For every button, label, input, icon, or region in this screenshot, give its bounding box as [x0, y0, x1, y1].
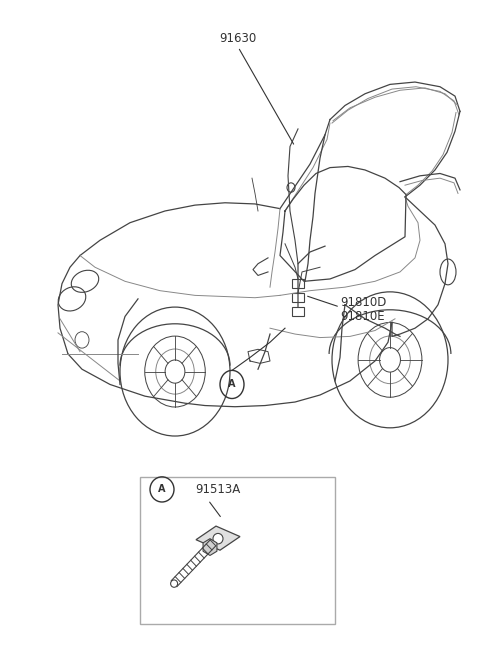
Text: 91630: 91630	[219, 31, 257, 45]
FancyBboxPatch shape	[140, 477, 335, 624]
FancyBboxPatch shape	[292, 293, 304, 303]
Polygon shape	[196, 526, 240, 550]
Text: A: A	[228, 379, 236, 390]
Circle shape	[213, 533, 223, 544]
Text: 91810E: 91810E	[340, 310, 384, 323]
Text: 91810D: 91810D	[340, 296, 386, 309]
Text: 91513A: 91513A	[195, 483, 240, 496]
FancyBboxPatch shape	[292, 307, 304, 316]
FancyBboxPatch shape	[292, 279, 304, 288]
Text: A: A	[158, 485, 166, 495]
Polygon shape	[203, 538, 217, 555]
